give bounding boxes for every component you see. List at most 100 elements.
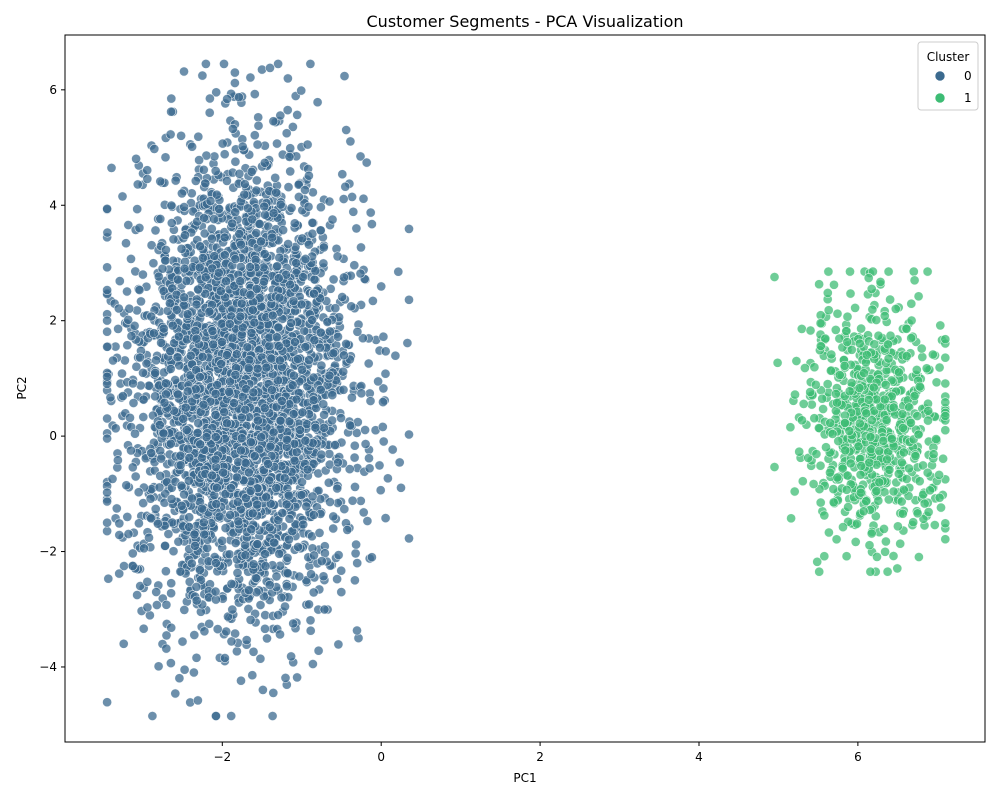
scatter-point-cluster-0 (132, 590, 142, 600)
scatter-point-cluster-0 (166, 494, 177, 504)
scatter-point-cluster-0 (204, 618, 215, 629)
scatter-point-cluster-0 (212, 624, 223, 634)
scatter-point-cluster-1 (908, 266, 919, 277)
scatter-point-cluster-0 (297, 476, 307, 487)
scatter-point-cluster-0 (170, 688, 181, 699)
y-tick-label: −4 (39, 660, 57, 674)
y-tick-label: 6 (49, 83, 57, 97)
scatter-point-cluster-0 (142, 165, 153, 176)
scatter-point-cluster-0 (211, 189, 222, 200)
scatter-point-cluster-0 (246, 327, 257, 338)
scatter-point-cluster-0 (241, 635, 252, 645)
scatter-point-cluster-0 (127, 561, 138, 571)
scatter-point-cluster-0 (309, 550, 319, 561)
scatter-point-cluster-0 (300, 185, 310, 195)
scatter-point-cluster-0 (146, 311, 157, 322)
scatter-point-cluster-0 (235, 276, 246, 287)
scatter-point-cluster-0 (154, 482, 165, 493)
scatter-point-cluster-0 (159, 397, 170, 408)
scatter-point-cluster-0 (338, 350, 349, 361)
scatter-point-cluster-0 (318, 571, 329, 582)
scatter-point-cluster-0 (102, 203, 112, 214)
scatter-point-cluster-0 (158, 428, 169, 439)
scatter-point-cluster-0 (314, 528, 325, 538)
scatter-point-cluster-0 (231, 349, 242, 360)
scatter-point-cluster-0 (191, 595, 202, 606)
scatter-point-cluster-0 (176, 243, 187, 254)
scatter-point-cluster-1 (794, 446, 805, 457)
scatter-point-cluster-1 (819, 510, 830, 521)
scatter-point-cluster-0 (339, 504, 350, 514)
scatter-point-cluster-1 (825, 417, 836, 428)
scatter-point-cluster-0 (300, 435, 311, 446)
scatter-point-cluster-1 (808, 479, 819, 489)
scatter-point-cluster-0 (193, 418, 204, 429)
scatter-point-cluster-0 (189, 630, 200, 640)
scatter-point-cluster-0 (260, 549, 270, 559)
scatter-point-cluster-0 (265, 63, 275, 73)
scatter-point-cluster-0 (300, 342, 311, 352)
scatter-point-cluster-0 (404, 533, 414, 544)
scatter-point-cluster-0 (206, 223, 217, 234)
scatter-point-cluster-0 (233, 92, 244, 103)
scatter-point-cluster-0 (259, 201, 270, 212)
scatter-point-cluster-1 (893, 521, 903, 532)
scatter-point-cluster-0 (158, 323, 169, 334)
scatter-point-cluster-1 (901, 323, 912, 334)
scatter-point-cluster-0 (190, 540, 200, 551)
scatter-point-cluster-0 (137, 269, 148, 280)
scatter-point-cluster-0 (330, 303, 341, 314)
scatter-point-cluster-0 (150, 391, 160, 402)
scatter-point-cluster-0 (338, 194, 349, 204)
scatter-point-cluster-0 (307, 491, 318, 502)
scatter-point-cluster-0 (301, 501, 312, 512)
scatter-point-cluster-0 (319, 409, 329, 420)
scatter-point-cluster-1 (895, 538, 906, 549)
scatter-point-cluster-0 (274, 355, 285, 366)
scatter-point-cluster-1 (925, 485, 935, 496)
scatter-point-cluster-0 (138, 367, 148, 378)
scatter-point-cluster-0 (183, 443, 193, 454)
scatter-point-cluster-1 (854, 338, 865, 349)
scatter-point-cluster-0 (139, 543, 149, 554)
scatter-point-cluster-0 (307, 659, 318, 669)
scatter-point-cluster-0 (224, 318, 235, 329)
scatter-point-cluster-0 (188, 667, 199, 678)
scatter-point-cluster-0 (333, 639, 344, 650)
scatter-point-cluster-0 (127, 378, 138, 389)
scatter-point-cluster-0 (171, 304, 182, 315)
scatter-point-cluster-0 (316, 556, 327, 566)
scatter-point-cluster-0 (225, 483, 236, 493)
scatter-point-cluster-0 (191, 299, 202, 310)
scatter-point-cluster-0 (174, 360, 185, 371)
scatter-point-cluster-1 (861, 408, 872, 419)
legend-label-cluster-0: 0 (964, 69, 972, 83)
scatter-point-cluster-0 (303, 239, 314, 250)
scatter-point-cluster-0 (253, 415, 263, 426)
scatter-point-cluster-0 (128, 398, 139, 408)
scatter-point-cluster-1 (916, 343, 927, 354)
scatter-point-cluster-0 (247, 508, 258, 519)
scatter-point-cluster-1 (841, 326, 852, 336)
scatter-point-cluster-0 (316, 360, 327, 371)
scatter-point-cluster-1 (938, 453, 948, 464)
scatter-point-cluster-0 (328, 511, 339, 522)
scatter-point-cluster-0 (284, 534, 294, 545)
scatter-point-cluster-0 (319, 604, 330, 615)
scatter-point-cluster-1 (914, 381, 925, 392)
scatter-point-cluster-1 (934, 469, 944, 480)
scatter-point-cluster-1 (934, 492, 945, 503)
scatter-point-cluster-1 (935, 320, 946, 331)
scatter-point-cluster-1 (867, 304, 878, 315)
scatter-point-cluster-0 (155, 213, 166, 224)
scatter-point-cluster-0 (160, 488, 171, 499)
scatter-point-cluster-0 (102, 341, 112, 352)
scatter-point-cluster-0 (165, 438, 176, 449)
scatter-point-cluster-0 (347, 495, 358, 506)
scatter-point-cluster-1 (898, 484, 909, 495)
scatter-point-cluster-0 (229, 398, 239, 408)
scatter-point-cluster-0 (181, 424, 192, 435)
scatter-point-cluster-0 (309, 274, 320, 285)
scatter-point-cluster-0 (285, 166, 296, 177)
scatter-point-cluster-0 (232, 497, 243, 507)
